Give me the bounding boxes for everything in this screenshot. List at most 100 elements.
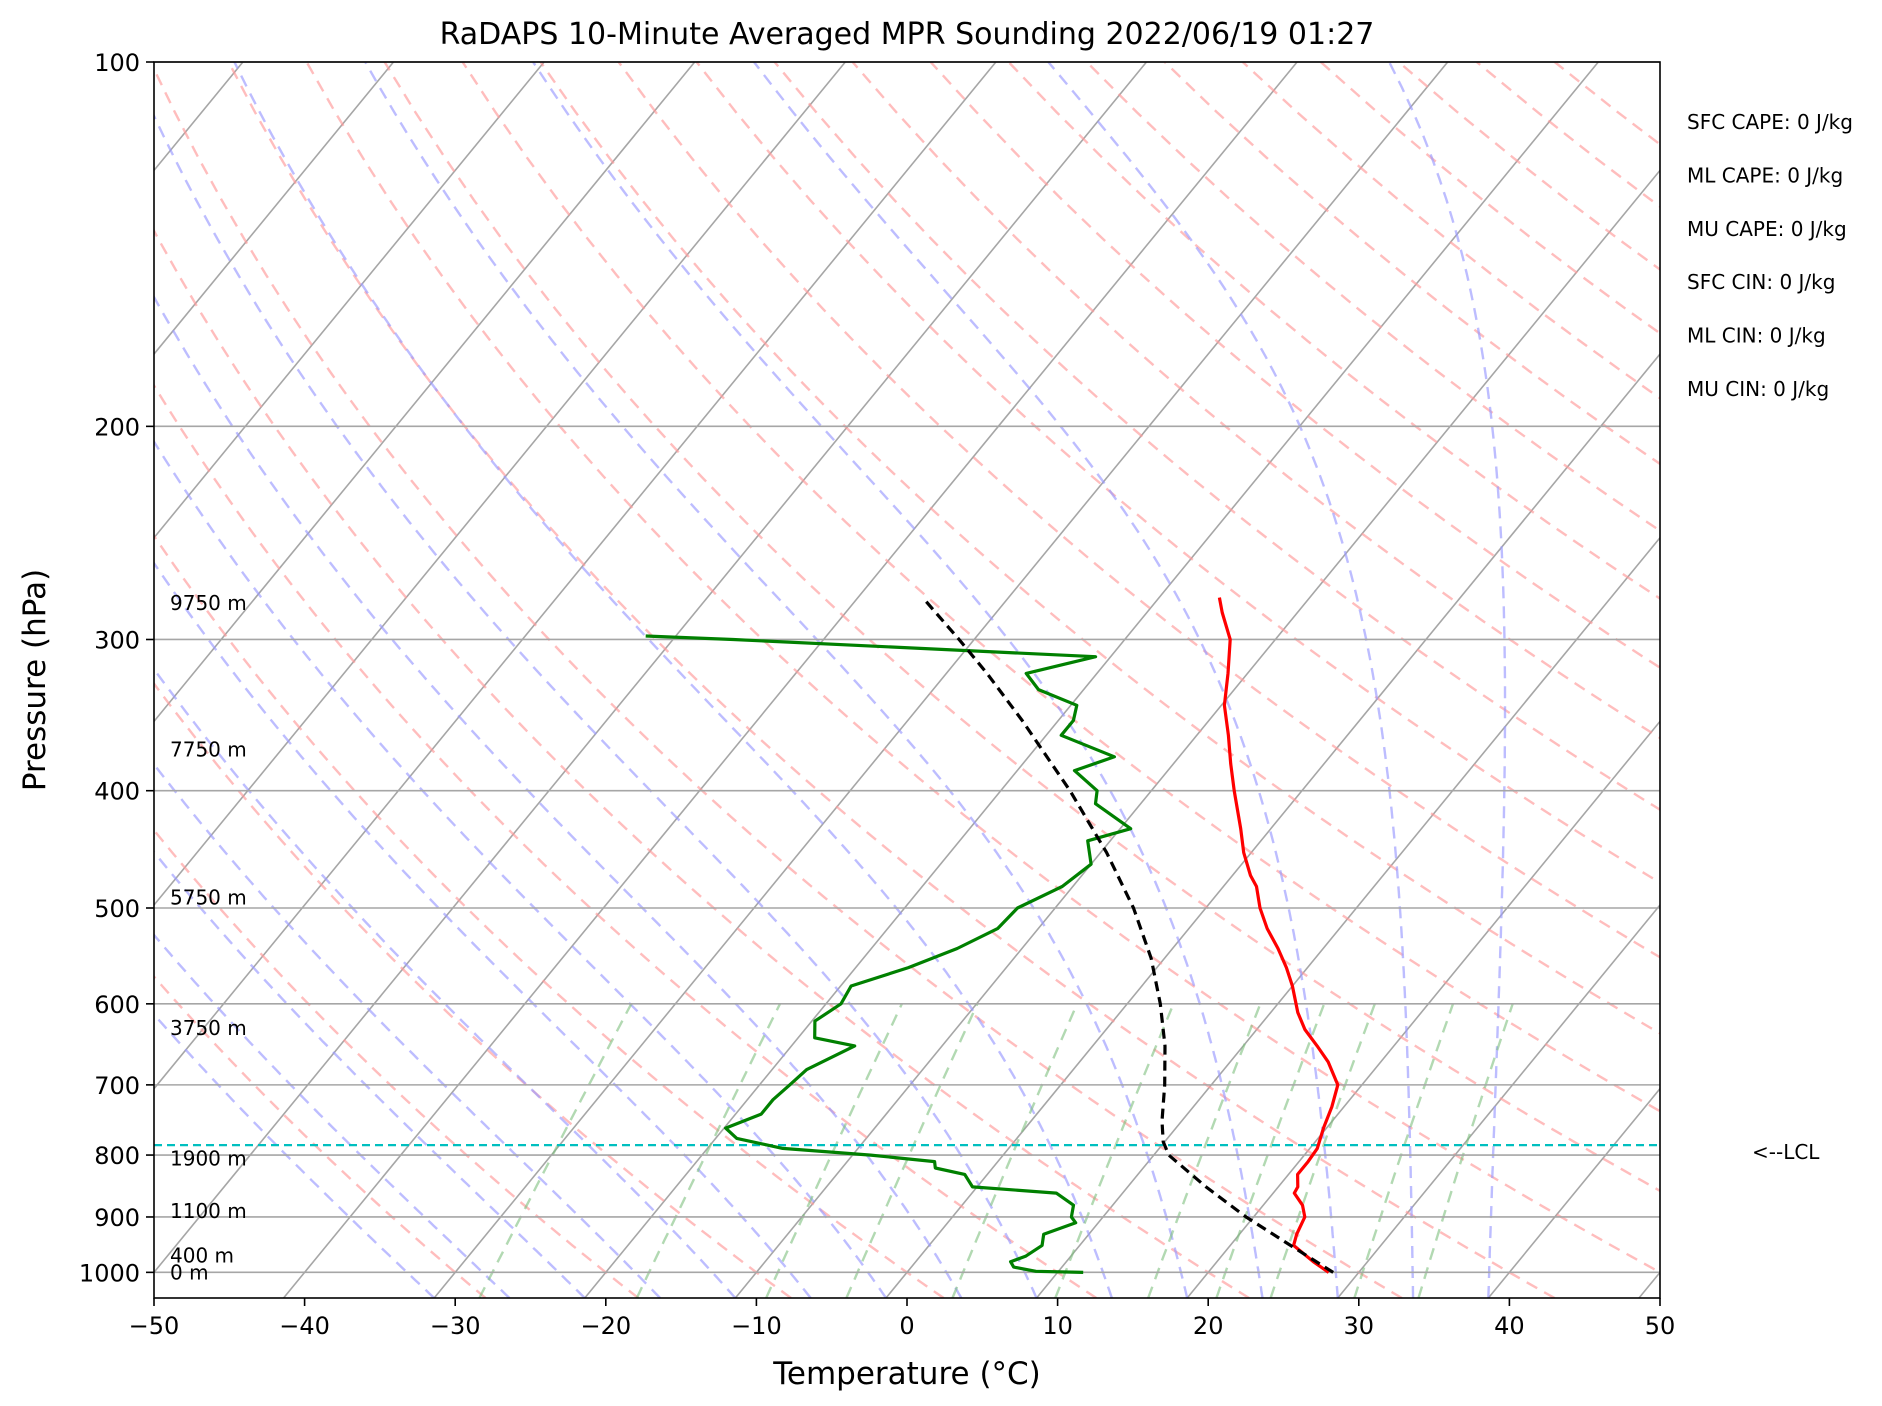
y-tick-label: 400 xyxy=(94,778,140,806)
moist-adiabat-line xyxy=(154,561,812,1298)
dry-adiabat-line xyxy=(1319,62,1660,335)
dry-adiabat-line xyxy=(154,228,1250,1298)
dry-adiabat-line xyxy=(461,62,1660,1113)
isotherm-line xyxy=(433,62,1449,1298)
mixing-ratio-line xyxy=(1147,1003,1262,1298)
dry-adiabat-line xyxy=(383,62,1660,1193)
moist-adiabat-line xyxy=(154,850,586,1298)
moist-adiabat-line xyxy=(364,62,1189,1298)
moist-adiabat-line xyxy=(154,1012,436,1298)
height-label: 9750 m xyxy=(170,591,247,615)
x-tick-label: −40 xyxy=(279,1312,330,1340)
y-tick-label: 100 xyxy=(94,49,140,77)
moist-adiabat-line xyxy=(154,933,511,1298)
dry-adiabat-line xyxy=(1085,62,1660,533)
mixing-ratio-line xyxy=(1054,1003,1175,1298)
isotherm-line xyxy=(154,62,545,539)
x-axis-label: Temperature (°C) xyxy=(772,1356,1041,1392)
isotherm-line xyxy=(282,62,1298,1298)
dry-adiabat-line xyxy=(154,533,945,1298)
mixing-ratio-line xyxy=(635,1003,782,1298)
moist-adiabat-line xyxy=(1047,62,1415,1298)
thermo-indices: SFC CAPE: 0 J/kg ML CAPE: 0 J/kg MU CAPE: … xyxy=(1687,110,1853,401)
temperature-line xyxy=(1217,597,1340,1274)
x-tick-label: 50 xyxy=(1645,1312,1676,1340)
dry-adiabat-line xyxy=(227,62,1556,1298)
isotherm-line xyxy=(154,62,846,907)
parcel-line xyxy=(921,596,1335,1274)
x-tick-label: 40 xyxy=(1494,1312,1525,1340)
y-axis-ticks: 100 200 300 400 500 600 700 800 900 1000 xyxy=(79,49,154,1287)
y-tick-label: 300 xyxy=(94,626,140,654)
index-label: ML CIN: 0 J/kg xyxy=(1687,324,1826,348)
chart-title: RaDAPS 10-Minute Averaged MPR Sounding 2… xyxy=(440,17,1375,52)
isotherm-line xyxy=(1186,720,1660,1298)
y-tick-label: 800 xyxy=(94,1142,140,1170)
dry-adiabat-line xyxy=(305,62,1660,1274)
isotherm-line xyxy=(1638,1271,1660,1298)
isotherm-line xyxy=(154,62,395,356)
x-tick-label: −20 xyxy=(580,1312,631,1340)
y-tick-label: 200 xyxy=(94,413,140,441)
moist-adiabat-line xyxy=(154,439,887,1298)
isotherm-line xyxy=(885,352,1660,1298)
mixing-ratio-line xyxy=(845,1003,979,1298)
isotherm-line xyxy=(1337,903,1660,1298)
index-label: MU CIN: 0 J/kg xyxy=(1687,377,1829,401)
x-tick-label: −50 xyxy=(129,1312,180,1340)
dry-adiabat-line xyxy=(1475,62,1660,209)
dry-adiabat-line xyxy=(154,383,1098,1298)
dewpoint-line xyxy=(645,634,1133,1274)
x-tick-label: 0 xyxy=(899,1312,914,1340)
y-tick-label: 1000 xyxy=(79,1259,140,1287)
height-label: 5750 m xyxy=(170,885,247,909)
mixing-ratio-line xyxy=(1353,1003,1455,1298)
dry-adiabat-line xyxy=(617,62,1660,959)
isotherm-line xyxy=(1035,536,1660,1298)
index-label: MU CAPE: 0 J/kg xyxy=(1687,217,1847,241)
mixing-ratio-line xyxy=(951,1003,1079,1298)
index-label: SFC CAPE: 0 J/kg xyxy=(1687,110,1853,134)
lcl-label: <--LCL xyxy=(1752,1140,1820,1164)
height-label: 1900 m xyxy=(170,1146,247,1170)
x-tick-label: 10 xyxy=(1042,1312,1073,1340)
pressure-gridlines xyxy=(154,61,1660,1274)
dry-adiabat-line xyxy=(851,62,1660,740)
y-axis-label: Pressure (hPa) xyxy=(17,569,53,791)
height-label: 400 m xyxy=(170,1243,234,1267)
isotherm-line xyxy=(154,62,1148,1274)
dry-adiabat-line xyxy=(1553,62,1660,146)
height-labels: 9750 m 7750 m 5750 m 3750 m 1900 m 1100 m 400 … xyxy=(170,591,247,1284)
isotherm-line xyxy=(584,62,1599,1298)
height-label: 1100 m xyxy=(170,1199,247,1223)
height-label: 3750 m xyxy=(170,1016,247,1040)
moist-adiabat-line xyxy=(233,62,1114,1298)
moist-adiabat-line xyxy=(753,62,1339,1298)
reference-lines xyxy=(154,62,1660,1298)
isotherm-line xyxy=(1487,1087,1660,1298)
y-tick-label: 600 xyxy=(94,991,140,1019)
index-label: SFC CIN: 0 J/kg xyxy=(1687,270,1835,294)
height-label: 0 m xyxy=(170,1260,209,1284)
moist-adiabat-line xyxy=(154,113,1038,1298)
x-tick-label: 20 xyxy=(1193,1312,1224,1340)
y-tick-label: 500 xyxy=(94,895,140,923)
moist-adiabat-line xyxy=(154,294,963,1298)
x-tick-label: −10 xyxy=(731,1312,782,1340)
mixing-ratio-line xyxy=(1215,1003,1326,1298)
dry-adiabat-line xyxy=(929,62,1660,670)
mixing-ratio-line xyxy=(1269,1003,1376,1298)
dry-adiabat-line xyxy=(773,62,1660,812)
dry-adiabat-line xyxy=(154,974,487,1298)
moist-adiabat-line xyxy=(532,62,1264,1298)
mixing-ratio-line xyxy=(765,1003,903,1298)
isotherm-line xyxy=(154,62,696,723)
index-label: ML CAPE: 0 J/kg xyxy=(1687,163,1843,187)
y-tick-label: 700 xyxy=(94,1072,140,1100)
moist-adiabat-line xyxy=(1388,62,1507,1298)
moist-adiabat-line xyxy=(154,762,661,1298)
dry-adiabat-line xyxy=(695,62,1660,885)
dry-adiabat-line xyxy=(154,66,1403,1298)
y-tick-label: 900 xyxy=(94,1204,140,1232)
sounding-series xyxy=(645,596,1340,1274)
